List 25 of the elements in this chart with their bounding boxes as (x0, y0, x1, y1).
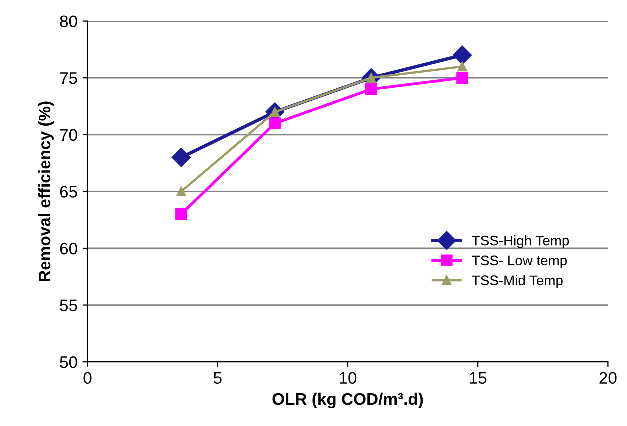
legend-label: TSS-Mid Temp (472, 275, 563, 288)
point (452, 46, 472, 65)
y-axis-title: Removal efficiency (%) (38, 102, 54, 282)
x-tick-label: 20 (600, 372, 617, 384)
y-tick-label: 80 (60, 16, 78, 28)
legend-label: TSS-High Temp (472, 236, 570, 248)
y-tick-label: 75 (60, 72, 78, 84)
point (176, 208, 188, 220)
point (366, 84, 378, 96)
y-tick-label: 60 (60, 242, 78, 255)
x-tick-label: 5 (214, 372, 222, 384)
y-tick-label: 70 (60, 129, 78, 142)
x-tick-label: 15 (470, 372, 487, 384)
x-tick-label: 0 (84, 372, 92, 384)
point (176, 186, 186, 197)
point (172, 148, 191, 168)
y-tick-label: 50 (60, 356, 78, 368)
point (458, 62, 468, 72)
point (456, 72, 468, 84)
x-tick-label: 10 (340, 372, 357, 384)
y-tick-label: 55 (60, 300, 78, 312)
x-axis-title: OLR (kg COD/m³.d) (272, 392, 424, 409)
y-tick-label: 65 (60, 186, 78, 198)
legend-label: TSS- Low temp (472, 256, 568, 268)
point (269, 118, 282, 130)
